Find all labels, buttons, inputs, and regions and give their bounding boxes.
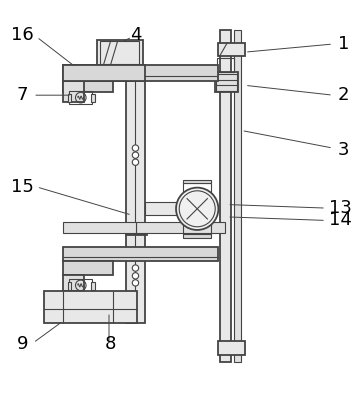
Bar bbox=[63, 275, 84, 291]
Bar bbox=[183, 180, 211, 183]
Circle shape bbox=[132, 280, 138, 286]
Bar bbox=[91, 94, 95, 102]
Bar bbox=[126, 235, 145, 323]
Circle shape bbox=[132, 159, 138, 166]
Bar bbox=[69, 90, 93, 104]
Bar bbox=[63, 247, 218, 261]
Bar bbox=[136, 222, 225, 233]
Bar bbox=[218, 43, 245, 56]
Bar bbox=[91, 282, 95, 290]
Bar bbox=[63, 81, 84, 102]
Bar bbox=[218, 341, 245, 354]
Bar bbox=[220, 30, 231, 361]
Text: 15: 15 bbox=[11, 178, 34, 196]
Bar bbox=[63, 65, 218, 81]
Bar bbox=[63, 81, 112, 92]
Bar bbox=[63, 261, 112, 275]
Text: 16: 16 bbox=[11, 26, 34, 44]
Text: 4: 4 bbox=[130, 26, 141, 44]
Text: 2: 2 bbox=[338, 86, 349, 104]
Bar bbox=[126, 81, 145, 233]
Bar bbox=[63, 222, 136, 233]
Bar bbox=[215, 72, 238, 92]
Bar bbox=[216, 73, 237, 90]
Text: 8: 8 bbox=[105, 335, 116, 353]
Bar bbox=[68, 282, 71, 290]
Text: 14: 14 bbox=[329, 211, 351, 229]
Text: 7: 7 bbox=[17, 86, 28, 104]
Bar bbox=[44, 291, 137, 323]
Text: 13: 13 bbox=[329, 199, 351, 217]
Bar bbox=[216, 58, 234, 72]
Bar bbox=[96, 41, 142, 65]
Bar bbox=[68, 94, 71, 102]
Bar bbox=[100, 41, 139, 64]
Bar bbox=[63, 65, 145, 81]
Bar bbox=[145, 203, 183, 215]
Circle shape bbox=[132, 152, 138, 158]
Text: 9: 9 bbox=[17, 335, 28, 353]
Text: 1: 1 bbox=[338, 35, 349, 53]
Circle shape bbox=[176, 188, 218, 230]
Bar bbox=[126, 229, 147, 235]
Bar bbox=[69, 278, 93, 292]
Circle shape bbox=[132, 145, 138, 151]
Bar bbox=[183, 234, 211, 238]
Circle shape bbox=[132, 273, 138, 279]
Circle shape bbox=[132, 265, 138, 271]
Bar bbox=[183, 183, 211, 234]
Text: 3: 3 bbox=[338, 141, 349, 159]
Bar bbox=[234, 30, 241, 361]
